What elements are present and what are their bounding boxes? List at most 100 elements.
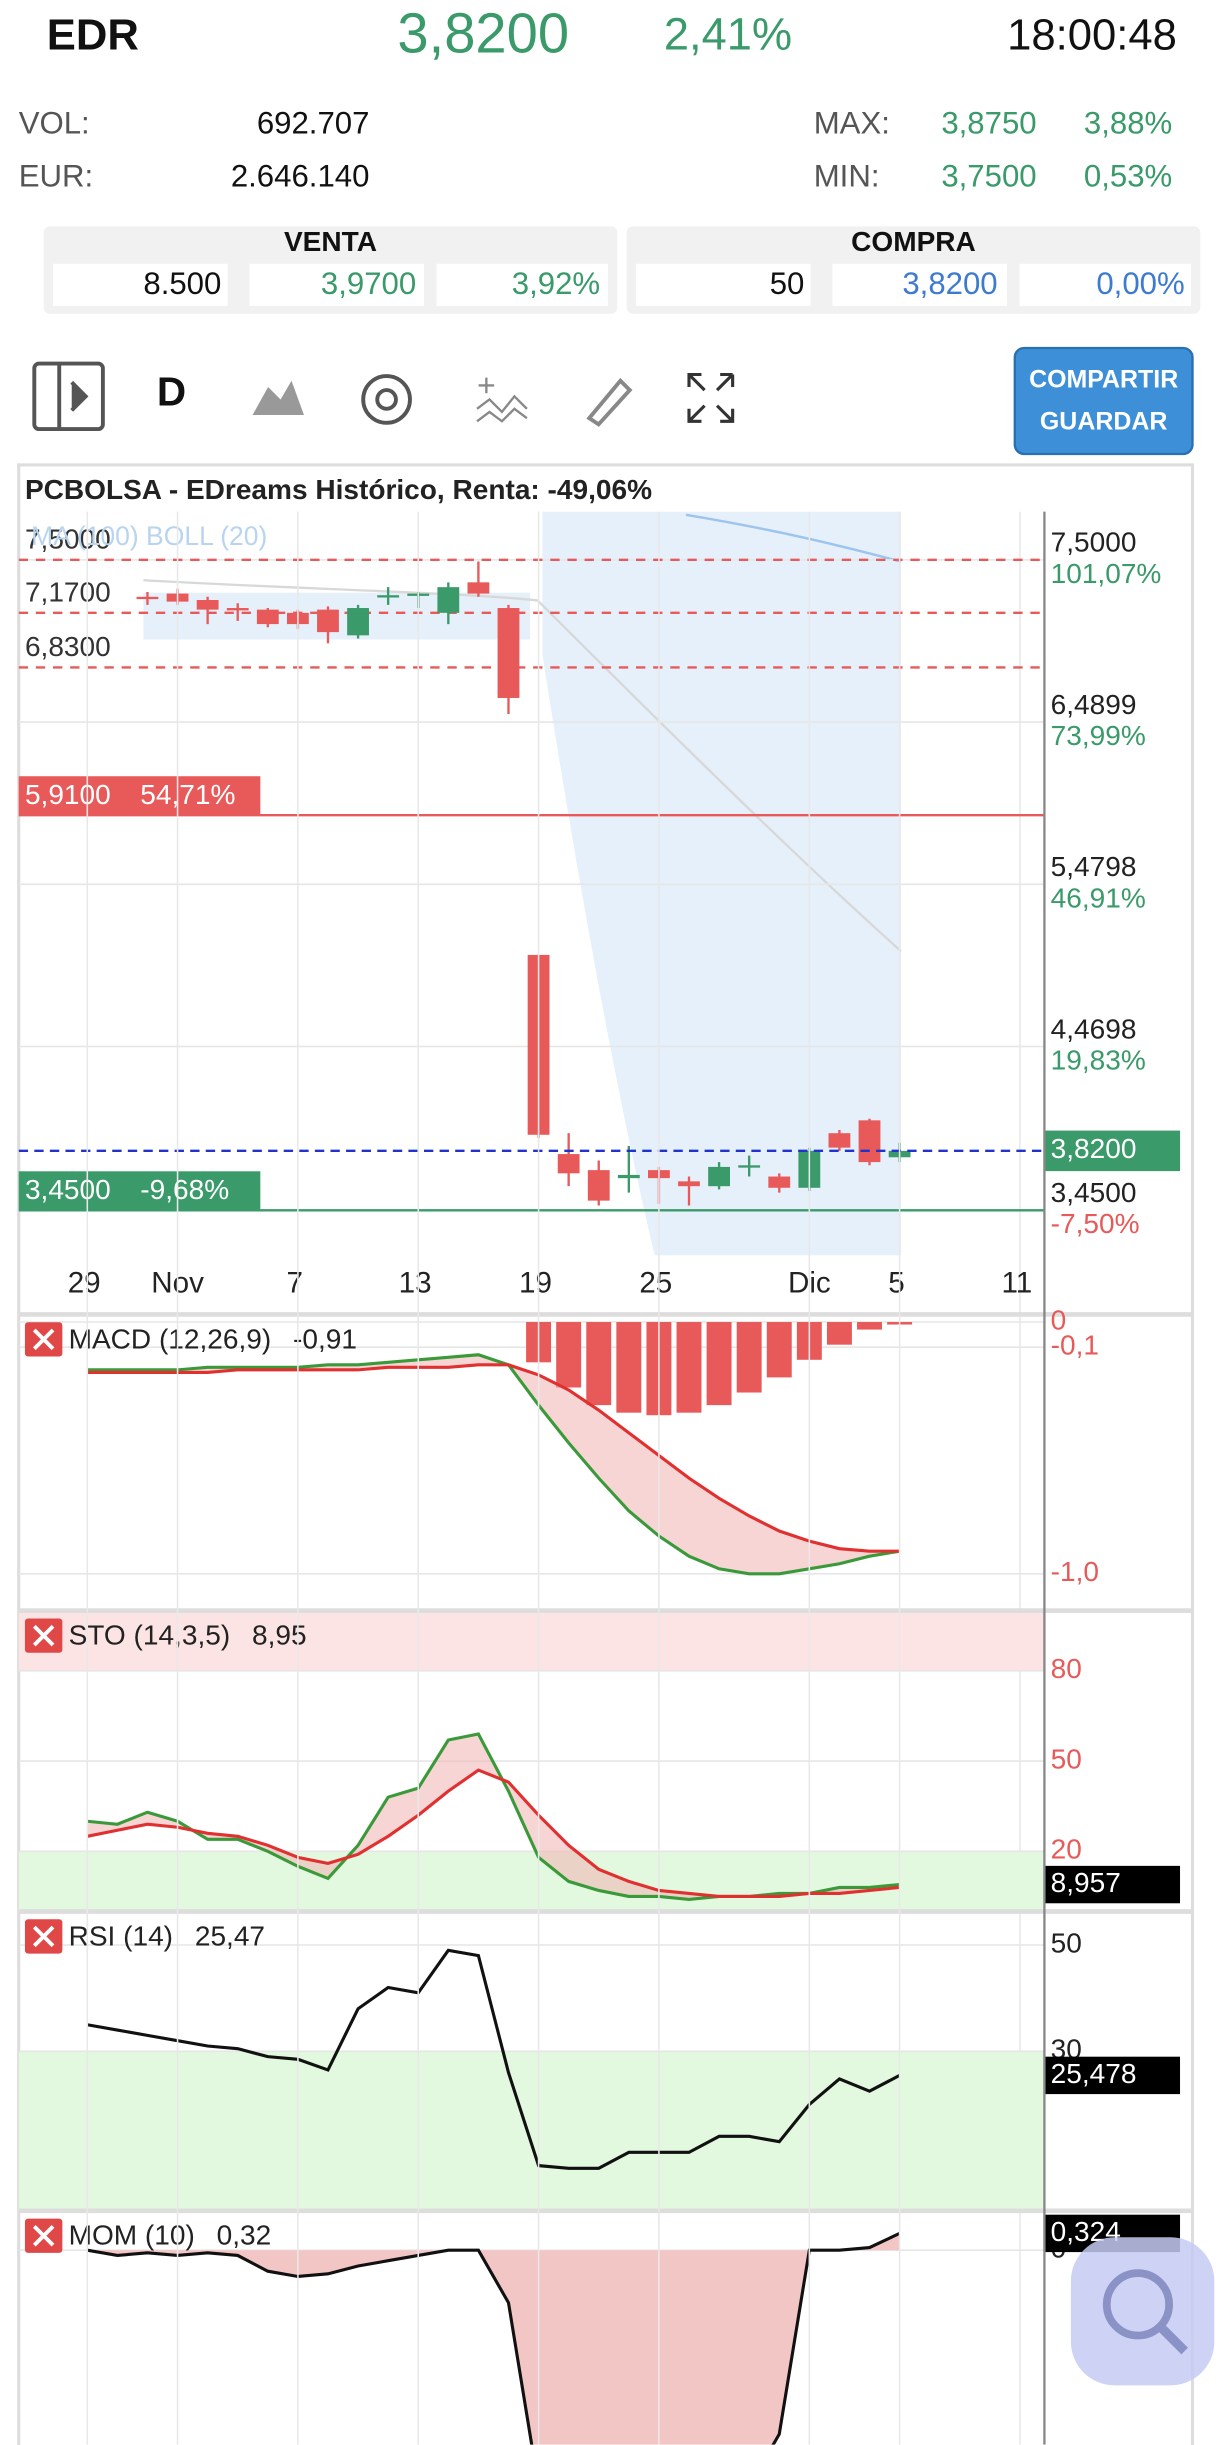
chart-type[interactable] [252,380,304,416]
search-bg[interactable] [1070,2237,1215,2386]
candle-body [377,595,400,598]
series-line [87,1353,900,1576]
label: EUR: [19,158,93,193]
histogram-bar [586,1322,612,1406]
y-tick-label: 20 [1051,1834,1082,1865]
x-tick-label: 7 [287,1267,303,1300]
y-tick-label: 50 [1051,1927,1082,1958]
search-button[interactable] [1070,2237,1215,2386]
compra-qty: 50 [770,266,805,301]
stats: VOL: 692.707 EUR: 2.646.140 MAX: 3,8750 … [19,105,1173,193]
last-value-box [1044,2056,1181,2095]
x-tick-label: 13 [399,1267,432,1300]
mom-plot [18,2231,1045,2445]
x-tick-label: 5 [888,1267,904,1300]
search-icon[interactable] [1158,2324,1189,2355]
histogram-bar [826,1322,852,1345]
histogram-bar [766,1322,792,1378]
title-bar [21,468,1042,512]
cell [636,263,811,306]
toolbar: D COMPARTIR GUARDAR [32,346,1194,456]
venta-qty: 8.500 [143,266,221,301]
chart-frame [17,463,1195,2445]
candle-body [557,1154,580,1174]
candle-body [347,608,369,636]
candle-body [858,1120,881,1163]
level-box [18,1171,261,1211]
draw-tool[interactable] [586,377,633,427]
last-price-box [1044,1130,1181,1172]
panel-title: STO (14,3,5) [69,1620,231,1651]
candle-body [768,1176,791,1188]
level-label: 3,4500 [25,1174,111,1205]
series-line [87,1948,901,2170]
panel-value: 25,47 [195,1920,265,1951]
candle-body [497,608,520,698]
candle-body [226,608,249,611]
level-label: 7,1700 [25,577,111,608]
candle-body [467,582,490,594]
compra-price: 3,8200 [902,266,997,301]
venta-price: 3,9700 [321,266,416,301]
fill-between [87,1733,900,1900]
panel-title: MOM (10) [69,2220,195,2251]
fullscreen[interactable] [687,372,735,423]
period[interactable]: D [157,368,186,414]
y2-tick-label: 101,07% [1051,558,1162,589]
y-tick-label: 5,4798 [1051,851,1137,882]
candle-body [738,1165,761,1168]
y2-tick-label: -7,50% [1051,1208,1140,1239]
y-tick-label: 50 [1051,1743,1082,1774]
cell [832,263,1007,306]
bollinger-band [143,511,902,1256]
search-icon[interactable] [1102,2269,1174,2340]
histogram-bar [676,1322,702,1413]
level-label: 5,9100 [25,779,111,810]
panel-title: RSI (14) [69,1920,173,1951]
cell [53,263,228,306]
label: MIN: [814,158,880,193]
series-line [87,1363,900,1553]
compra-pct: 0,00% [1096,266,1184,301]
panel-value: -0,91 [293,1323,357,1354]
venta-pct: 3,92% [512,266,600,301]
y-tick-label: -0,1 [1051,1330,1099,1361]
candle-body [317,609,339,633]
last-value-label: 25,478 [1051,2058,1137,2089]
close-icon-x [32,1624,55,1647]
moving-average [685,513,902,563]
histogram-bar [616,1322,642,1413]
share-button[interactable] [1013,346,1194,456]
label: MAX: [814,105,890,140]
share-label[interactable]: COMPARTIR [1029,365,1178,393]
candle-body [256,609,279,625]
level-pct: 54,71% [140,779,235,810]
price: 3,8200 [397,2,569,65]
value: 692.707 [257,105,370,140]
candle-body [437,587,460,613]
fill-to-zero [87,2233,900,2445]
candle-body [708,1166,730,1187]
sidebar-toggle[interactable] [32,361,105,432]
value: 0,53% [1084,158,1172,193]
settings[interactable] [361,374,412,425]
y-tick-label: 3,4500 [1051,1177,1137,1208]
y-tick-label: -1,0 [1051,1556,1099,1587]
change: 2,41% [664,9,792,60]
indicators[interactable] [476,377,528,423]
last-value-box [1044,1865,1181,1904]
candle-body [587,1170,610,1201]
symbol: EDR [47,10,139,59]
close-icon-x [32,1328,55,1351]
last-value-label: 8,957 [1051,1867,1121,1898]
rsi-plot [18,1944,1045,2211]
cell [249,263,424,306]
value: 3,7500 [941,158,1036,193]
y-tick-label: 80 [1051,1653,1082,1684]
bollinger-mid [143,579,902,953]
save-label[interactable]: GUARDAR [1040,407,1167,435]
candle-body [678,1181,700,1187]
chart-title: PCBOLSA - EDreams Histórico, Renta: -49,… [25,474,652,505]
y2-tick-label: 19,83% [1051,1045,1146,1076]
